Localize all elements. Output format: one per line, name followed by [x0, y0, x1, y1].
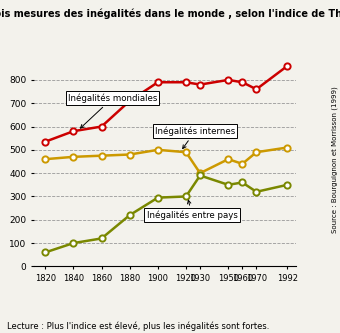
Text: Trois mesures des inégalités dans le monde , selon l'indice de Theil: Trois mesures des inégalités dans le mon…: [0, 8, 340, 19]
Text: Source : Bourguignon et Morrisson (1999): Source : Bourguignon et Morrisson (1999): [332, 87, 338, 233]
Text: Inégalités entre pays: Inégalités entre pays: [147, 200, 237, 220]
Text: Lecture : Plus l'indice est élevé, plus les inégalités sont fortes.: Lecture : Plus l'indice est élevé, plus …: [7, 322, 269, 331]
Text: Inégalités internes: Inégalités internes: [155, 127, 235, 149]
Text: Inégalités mondiales: Inégalités mondiales: [68, 93, 157, 128]
